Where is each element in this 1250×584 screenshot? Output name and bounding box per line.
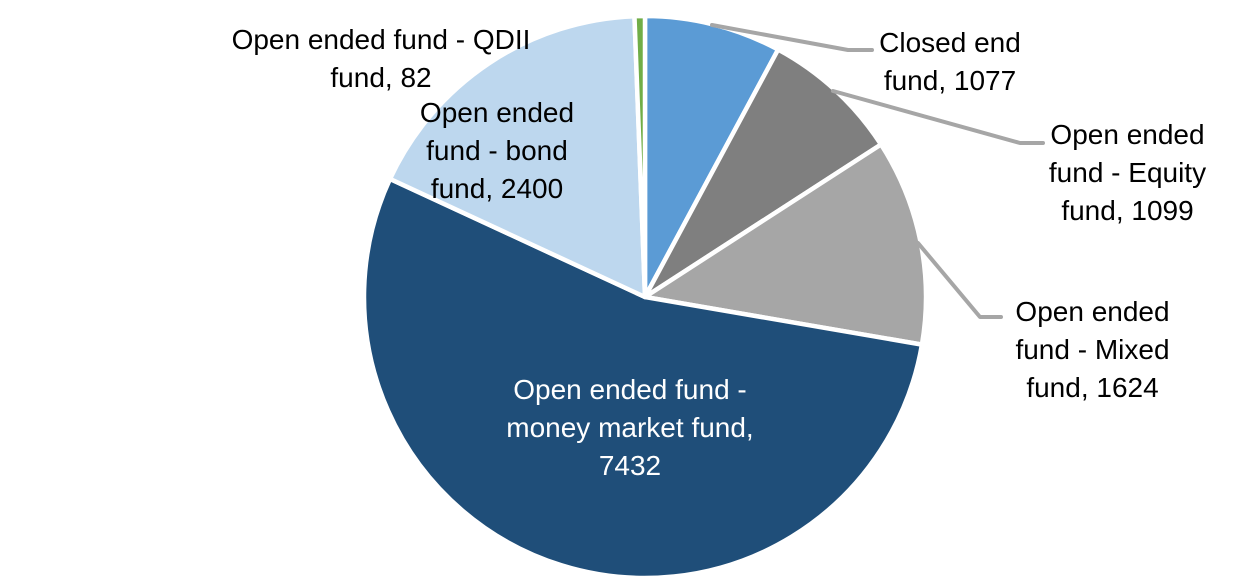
pie-slices — [361, 13, 929, 581]
leader-lines — [710, 23, 1045, 319]
label-closed-end-fund: Closed end fund, 1077 — [879, 27, 1021, 96]
pie-slice-open-ended-fund-qdii-fund — [632, 13, 648, 300]
label-open-ended-fund-qdii: Open ended fund - QDII fund, 82 — [231, 24, 531, 93]
leader-line-open-ended-fund-equity-fund — [831, 89, 1045, 145]
pie-slice-open-ended-fund-money-market-fund — [361, 176, 925, 581]
pie-slice-open-ended-fund-bond-fund — [387, 13, 648, 300]
leader-line-closed-end-fund — [710, 23, 874, 52]
label-open-ended-fund-money-market: Open ended fund - money market fund, 743… — [506, 374, 754, 481]
pie-slice-open-ended-fund-mixed-fund — [642, 142, 929, 347]
leader-line-open-ended-fund-mixed-fund — [916, 241, 1003, 319]
label-open-ended-fund-equity: Open ended fund - Equity fund, 1099 — [1048, 119, 1207, 226]
label-open-ended-fund-mixed: Open ended fund - Mixed fund, 1624 — [1015, 296, 1170, 403]
label-open-ended-fund-bond: Open ended fund - bond fund, 2400 — [419, 97, 575, 204]
